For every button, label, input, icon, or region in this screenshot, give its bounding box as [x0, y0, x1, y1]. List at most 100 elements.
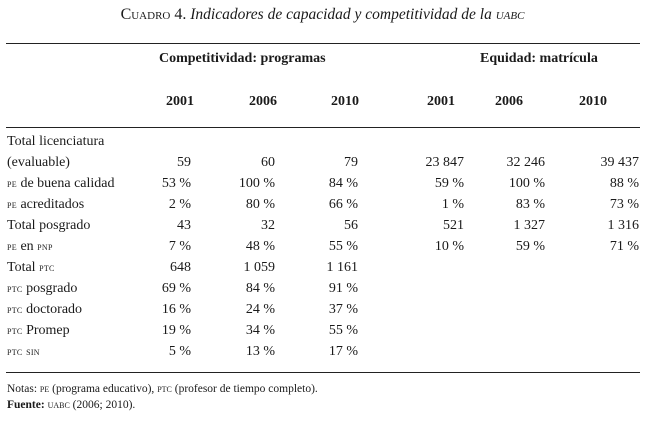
row-label: Total posgrado — [7, 218, 90, 234]
cell-eq: 59 % — [515, 239, 545, 254]
group-header-competitividad: Competitividad: programas — [159, 51, 326, 66]
row-label: ptc sin — [7, 344, 40, 360]
cell-comp: 79 — [344, 155, 358, 170]
cell-eq: 32 246 — [506, 155, 546, 170]
cell-eq: 59 % — [434, 176, 464, 191]
row-label-label-sc: ptc — [7, 346, 23, 358]
cell-comp: 55 % — [328, 239, 358, 254]
row-label-label-tail: de buena calidad — [16, 176, 115, 191]
cell-comp: 59 — [177, 155, 191, 170]
notes-ptc-text: (profesor de tiempo completo). — [171, 383, 318, 395]
row-label-label-sc: ptc — [39, 262, 55, 274]
row-label-label-main: (evaluable) — [7, 155, 70, 170]
year-header-eq: 2010 — [579, 94, 607, 109]
row-label-label-sc: pe — [7, 241, 17, 253]
cell-comp: 1 161 — [326, 260, 359, 275]
cell-comp: 43 — [177, 218, 191, 233]
row-label-label-tail: posgrado — [22, 281, 78, 296]
row-label: ptc posgrado — [7, 281, 77, 297]
top-rule — [6, 43, 640, 45]
cell-comp: 5 % — [168, 344, 191, 359]
cell-comp: 56 — [344, 218, 358, 233]
row-label-label-sc2: sin — [26, 346, 40, 358]
table-source: Fuente: uabc (2006; 2010). — [7, 399, 135, 411]
year-header-comp: 2001 — [166, 94, 194, 109]
cell-comp: 84 % — [328, 176, 358, 191]
source-abbr: uabc — [47, 399, 70, 411]
row-label: Total licenciatura — [7, 134, 104, 150]
group-header-equidad: Equidad: matrícula — [480, 51, 598, 66]
row-label-label-main: Total licenciatura — [7, 134, 105, 149]
cell-comp: 17 % — [328, 344, 358, 359]
row-label-label-tail: en — [16, 239, 38, 254]
row-label-label-tail: doctorado — [22, 302, 83, 317]
row-label: ptc Promep — [7, 323, 70, 339]
cell-eq: 71 % — [609, 239, 639, 254]
row-label: pe en pnp — [7, 239, 53, 255]
cell-eq: 23 847 — [425, 155, 465, 170]
row-label-label-sc2: pnp — [37, 241, 53, 253]
cell-comp: 24 % — [245, 302, 275, 317]
year-header-comp: 2006 — [249, 94, 277, 109]
row-label-label-main: Total — [7, 260, 40, 275]
notes-ptc-abbr: ptc — [157, 383, 172, 395]
year-header-comp: 2010 — [331, 94, 359, 109]
cell-comp: 32 — [261, 218, 275, 233]
cell-comp: 66 % — [328, 197, 358, 212]
cell-comp: 1 059 — [243, 260, 276, 275]
header-rule — [6, 127, 640, 128]
row-label: pe acreditados — [7, 197, 84, 213]
cell-eq: 1 316 — [607, 218, 640, 233]
row-label: ptc doctorado — [7, 302, 82, 318]
cell-comp: 91 % — [328, 281, 358, 296]
cell-eq: 100 % — [508, 176, 545, 191]
cell-comp: 37 % — [328, 302, 358, 317]
row-label: Total ptc — [7, 260, 55, 276]
cell-comp: 55 % — [328, 323, 358, 338]
row-label-label-sc: ptc — [7, 304, 23, 316]
cell-eq: 83 % — [515, 197, 545, 212]
caption-title: Indicadores de capacidad y competitivida… — [190, 6, 492, 23]
cell-comp: 100 % — [238, 176, 275, 191]
row-label: (evaluable) — [7, 155, 70, 171]
notes-prefix: Notas: — [7, 383, 38, 395]
cell-comp: 648 — [170, 260, 191, 275]
year-header-eq: 2006 — [495, 94, 523, 109]
cell-eq: 10 % — [434, 239, 464, 254]
cell-eq: 1 327 — [513, 218, 546, 233]
notes-pe-abbr: pe — [39, 383, 50, 395]
table-caption: Cuadro 4. Indicadores de capacidad y com… — [0, 6, 645, 24]
cell-comp: 7 % — [168, 239, 191, 254]
cell-eq: 1 % — [441, 197, 464, 212]
cell-comp: 2 % — [168, 197, 191, 212]
cell-comp: 69 % — [161, 281, 191, 296]
cell-comp: 53 % — [161, 176, 191, 191]
cell-comp: 16 % — [161, 302, 191, 317]
row-label-label-sc: pe — [7, 178, 17, 190]
row-label: pe de buena calidad — [7, 176, 115, 192]
row-label-label-main: Total posgrado — [7, 218, 91, 233]
cell-eq: 521 — [443, 218, 464, 233]
row-label-label-sc: ptc — [7, 325, 23, 337]
cell-comp: 13 % — [245, 344, 275, 359]
row-label-label-sc: ptc — [7, 283, 23, 295]
cell-comp: 60 — [261, 155, 275, 170]
notes-pe-text: (programa educativo), — [49, 383, 158, 395]
cell-comp: 48 % — [245, 239, 275, 254]
source-label: Fuente: — [7, 399, 45, 411]
cell-comp: 80 % — [245, 197, 275, 212]
caption-institution: uabc — [495, 6, 525, 23]
cell-eq: 73 % — [609, 197, 639, 212]
row-label-label-tail: Promep — [22, 323, 70, 338]
cell-eq: 39 437 — [600, 155, 640, 170]
cell-eq: 88 % — [609, 176, 639, 191]
row-label-label-tail: acreditados — [16, 197, 85, 212]
caption-prefix: Cuadro 4. — [120, 6, 187, 23]
cell-comp: 84 % — [245, 281, 275, 296]
table-notes: Notas: pe (programa educativo), ptc (pro… — [7, 383, 318, 395]
source-text: (2006; 2010). — [69, 399, 136, 411]
bottom-rule — [6, 372, 640, 373]
cell-comp: 19 % — [161, 323, 191, 338]
row-label-label-sc: pe — [7, 199, 17, 211]
cell-comp: 34 % — [245, 323, 275, 338]
